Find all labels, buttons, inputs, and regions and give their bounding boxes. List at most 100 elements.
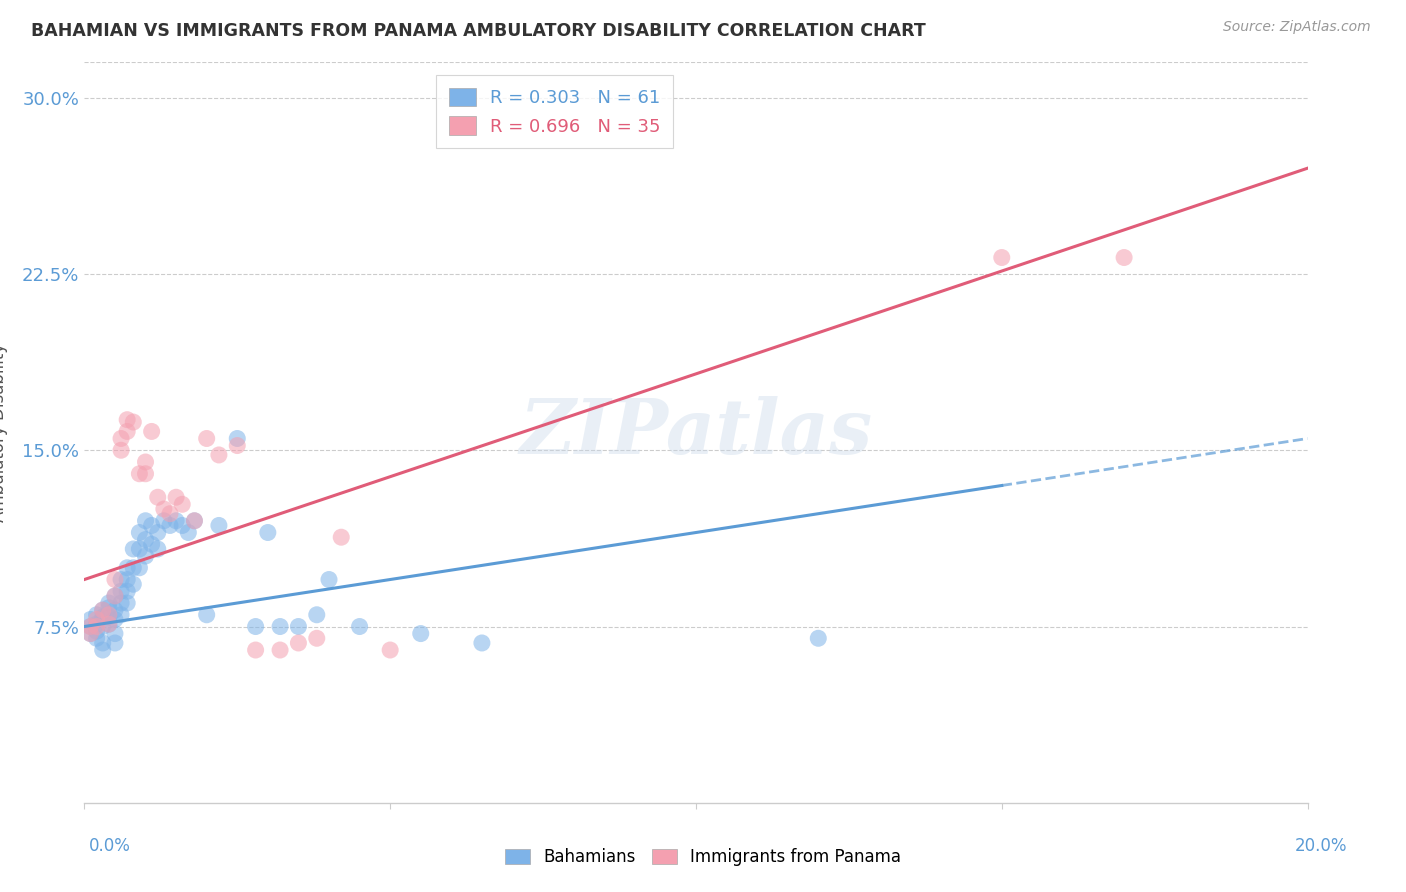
Point xyxy=(141,425,163,439)
Text: BAHAMIAN VS IMMIGRANTS FROM PANAMA AMBULATORY DISABILITY CORRELATION CHART: BAHAMIAN VS IMMIGRANTS FROM PANAMA AMBUL… xyxy=(31,22,925,40)
Point xyxy=(135,533,157,547)
Point xyxy=(1114,251,1136,265)
Point xyxy=(97,617,120,632)
Point xyxy=(269,619,291,633)
Point xyxy=(79,626,101,640)
Point xyxy=(128,541,150,556)
Point xyxy=(226,432,249,446)
Point xyxy=(208,518,231,533)
Point xyxy=(122,415,145,429)
Point xyxy=(146,525,169,540)
Point xyxy=(226,438,249,452)
Point xyxy=(110,432,132,446)
Point xyxy=(79,612,101,626)
Point xyxy=(141,537,163,551)
Point xyxy=(122,541,145,556)
Point xyxy=(128,525,150,540)
Point xyxy=(257,525,280,540)
Legend: Bahamians, Immigrants from Panama: Bahamians, Immigrants from Panama xyxy=(498,842,908,873)
Point xyxy=(245,619,267,633)
Point xyxy=(97,617,120,632)
Point xyxy=(305,632,328,646)
Point xyxy=(122,577,145,591)
Point xyxy=(330,530,353,544)
Point xyxy=(122,561,145,575)
Point xyxy=(141,518,163,533)
Point xyxy=(86,632,108,646)
Point xyxy=(183,514,205,528)
Point xyxy=(208,448,231,462)
Point xyxy=(128,561,150,575)
Point xyxy=(104,612,127,626)
Point xyxy=(104,589,127,603)
Point xyxy=(165,490,187,504)
Point xyxy=(159,518,181,533)
Point xyxy=(318,573,340,587)
Text: 20.0%: 20.0% xyxy=(1295,837,1347,855)
Y-axis label: Ambulatory Disability: Ambulatory Disability xyxy=(0,343,8,522)
Point xyxy=(97,600,120,615)
Point xyxy=(86,619,108,633)
Point xyxy=(471,636,494,650)
Point xyxy=(91,643,114,657)
Point xyxy=(110,443,132,458)
Point xyxy=(91,603,114,617)
Point xyxy=(86,607,108,622)
Point xyxy=(183,514,205,528)
Point xyxy=(91,619,114,633)
Point xyxy=(115,596,138,610)
Point xyxy=(79,626,101,640)
Text: ZIPatlas: ZIPatlas xyxy=(519,396,873,469)
Point xyxy=(153,502,176,516)
Point xyxy=(104,603,127,617)
Point xyxy=(115,425,138,439)
Point xyxy=(110,607,132,622)
Point xyxy=(91,603,114,617)
Point xyxy=(165,514,187,528)
Point xyxy=(91,610,114,624)
Point xyxy=(97,596,120,610)
Point xyxy=(104,636,127,650)
Point xyxy=(86,617,108,632)
Point xyxy=(97,610,120,624)
Point xyxy=(409,626,432,640)
Point xyxy=(79,619,101,633)
Text: 0.0%: 0.0% xyxy=(89,837,131,855)
Point xyxy=(86,612,108,626)
Point xyxy=(349,619,371,633)
Point xyxy=(110,596,132,610)
Point xyxy=(91,636,114,650)
Point xyxy=(991,251,1014,265)
Point xyxy=(195,432,218,446)
Point xyxy=(287,636,309,650)
Point xyxy=(146,490,169,504)
Point xyxy=(287,619,309,633)
Legend: R = 0.303   N = 61, R = 0.696   N = 35: R = 0.303 N = 61, R = 0.696 N = 35 xyxy=(436,75,673,148)
Point xyxy=(115,413,138,427)
Point xyxy=(172,518,194,533)
Point xyxy=(97,607,120,622)
Point xyxy=(115,584,138,599)
Point xyxy=(110,573,132,587)
Point xyxy=(380,643,402,657)
Point xyxy=(153,514,176,528)
Point xyxy=(110,584,132,599)
Point xyxy=(135,467,157,481)
Point xyxy=(159,507,181,521)
Point xyxy=(245,643,267,657)
Point xyxy=(146,541,169,556)
Point xyxy=(135,514,157,528)
Point xyxy=(86,624,108,639)
Point xyxy=(104,573,127,587)
Point xyxy=(115,573,138,587)
Point xyxy=(135,455,157,469)
Point xyxy=(172,497,194,511)
Point xyxy=(807,632,830,646)
Point xyxy=(177,525,200,540)
Point xyxy=(128,467,150,481)
Point xyxy=(195,607,218,622)
Point xyxy=(115,561,138,575)
Text: Source: ZipAtlas.com: Source: ZipAtlas.com xyxy=(1223,20,1371,34)
Point xyxy=(135,549,157,563)
Point xyxy=(104,626,127,640)
